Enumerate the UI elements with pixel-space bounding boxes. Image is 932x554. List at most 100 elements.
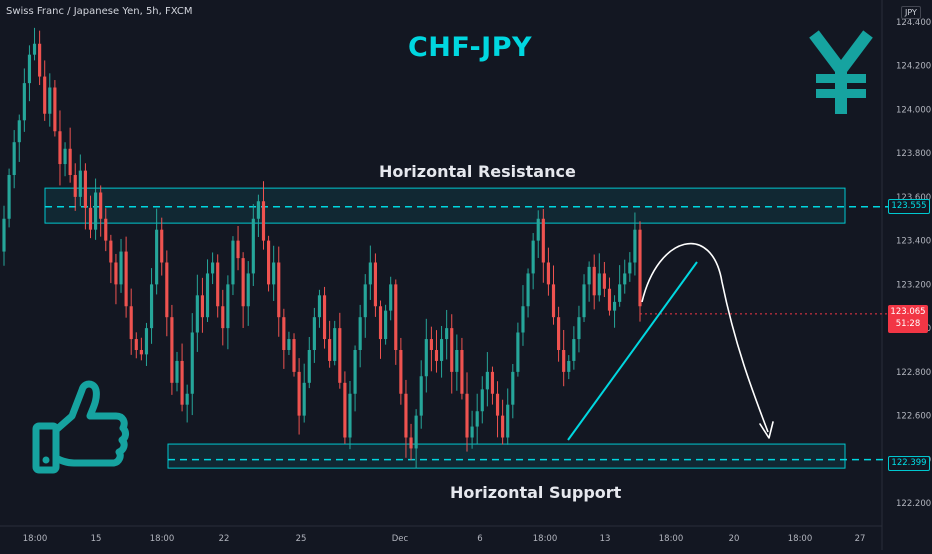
candle-body <box>399 350 403 394</box>
x-tick-label: 27 <box>855 534 866 544</box>
candle-body <box>155 229 159 285</box>
candle-body <box>592 266 596 296</box>
candle-body <box>409 437 413 449</box>
candle-body <box>363 284 367 318</box>
x-tick-label: 25 <box>296 534 307 544</box>
candle-body <box>139 350 143 355</box>
y-tick-label: 122.800 <box>896 368 931 378</box>
x-tick-label: 18:00 <box>150 534 175 544</box>
x-tick-label: 22 <box>219 534 230 544</box>
candle-body <box>623 273 627 285</box>
chart-headline: CHF-JPY <box>407 32 533 63</box>
candle-body <box>297 371 301 416</box>
candle-body <box>190 332 194 394</box>
projection-curve <box>641 242 769 433</box>
candle-body <box>511 371 515 405</box>
candle-body <box>333 328 337 361</box>
candle-body <box>38 43 42 77</box>
candle-body <box>266 240 271 285</box>
candle-body <box>506 404 510 438</box>
candle-body <box>465 393 469 438</box>
candle-body <box>638 229 642 307</box>
candle-body <box>114 262 118 285</box>
candle-body <box>480 389 484 412</box>
candle-body <box>205 273 210 318</box>
candle-body <box>577 317 581 340</box>
candle-body <box>546 262 550 285</box>
candle-body <box>526 273 530 307</box>
candle-body <box>490 371 495 394</box>
candle-body <box>429 339 433 350</box>
candle-body <box>185 393 189 405</box>
candle-body <box>368 262 372 285</box>
candle-body <box>170 317 174 383</box>
candle-body <box>104 218 108 241</box>
candle-body <box>73 175 77 197</box>
candle-body <box>175 360 179 383</box>
candle-body <box>597 273 601 296</box>
candle-body <box>63 148 67 165</box>
candle-body <box>165 262 169 318</box>
candle-body <box>353 350 357 394</box>
candle-body <box>485 371 489 390</box>
last-price-value: 123.065 <box>890 307 926 317</box>
rising-trendline <box>567 261 698 441</box>
y-tick-label: 122.600 <box>896 412 931 422</box>
candle-body <box>373 262 378 307</box>
currency-badge[interactable]: JPY <box>901 6 921 19</box>
candle-body <box>312 317 316 350</box>
candle-body <box>58 131 62 165</box>
y-tick-label: 124.400 <box>896 18 931 28</box>
candle-body <box>231 240 235 285</box>
candle-body <box>378 306 383 340</box>
candle-body <box>582 284 586 318</box>
x-tick-label: 15 <box>91 534 102 544</box>
candle-body <box>43 76 47 114</box>
candle-body <box>134 339 138 350</box>
candle-body <box>221 306 225 329</box>
x-tick-label: Dec <box>392 534 409 544</box>
candle-body <box>531 240 535 274</box>
candle-body <box>129 306 133 340</box>
last-price-tag: 123.065 51:28 <box>888 305 928 333</box>
candle-body <box>88 207 93 230</box>
candle-body <box>618 284 622 302</box>
candle-body <box>587 266 591 285</box>
candle-body <box>551 284 556 318</box>
candle-body <box>419 376 423 416</box>
candle-body <box>338 328 342 383</box>
candle-body <box>434 350 439 361</box>
candle-body <box>144 328 149 355</box>
candle-body <box>124 251 128 307</box>
symbol-title: Swiss Franc / Japanese Yen, 5h, FXCM <box>6 6 193 17</box>
x-tick-label: 13 <box>600 534 611 544</box>
candle-body <box>27 54 32 84</box>
candle-body <box>241 258 245 307</box>
candle-body <box>32 43 37 55</box>
x-tick-label: 20 <box>729 534 740 544</box>
y-tick-label: 124.200 <box>896 62 931 72</box>
candle-body <box>389 284 393 311</box>
candle-body <box>292 339 296 372</box>
support-price-tag: 122.399 <box>888 456 930 471</box>
x-tick-label: 18:00 <box>788 534 813 544</box>
candle-body <box>348 393 352 438</box>
candle-body <box>109 240 113 263</box>
x-tick-label: 6 <box>477 534 482 544</box>
candle-body <box>607 288 612 311</box>
candle-body <box>628 262 632 274</box>
candle-body <box>195 295 199 333</box>
candle-body <box>567 360 571 372</box>
candle-body <box>455 350 459 372</box>
candle-body <box>475 411 479 427</box>
candle-body <box>521 306 525 333</box>
candle-body <box>536 218 540 241</box>
support-zone <box>167 443 846 469</box>
candle-body <box>78 170 82 197</box>
candle-body <box>612 301 617 311</box>
candle-body <box>287 339 291 350</box>
candle-body <box>633 229 637 263</box>
candle-body <box>226 284 230 329</box>
